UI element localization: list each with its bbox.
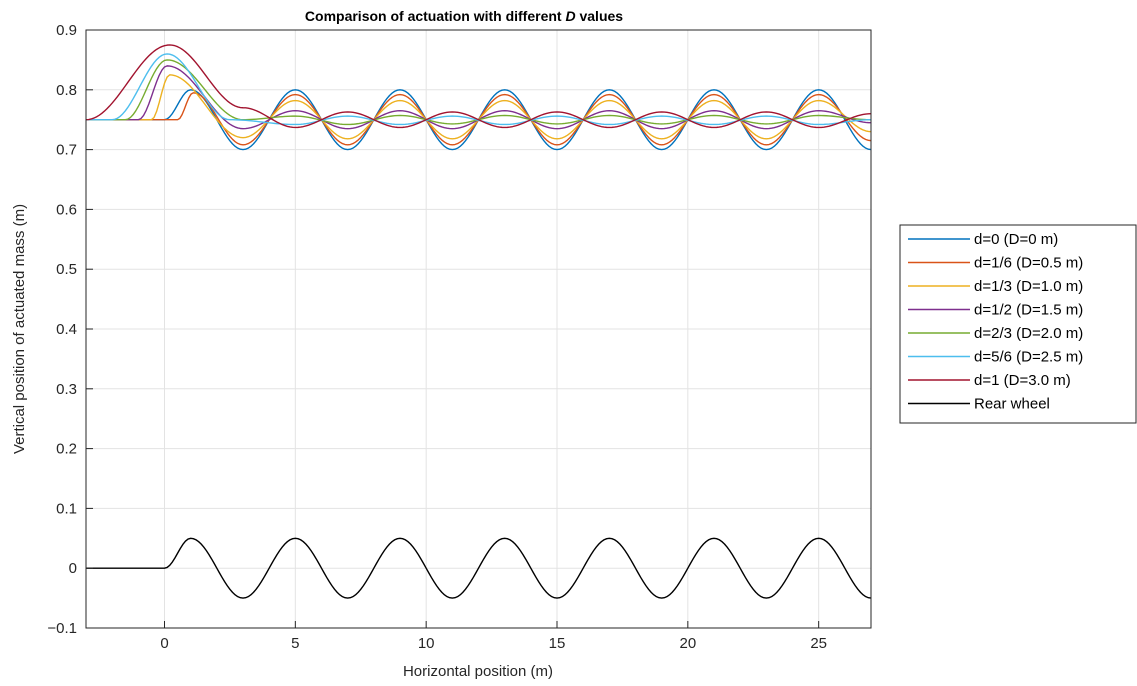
legend-entry-label: d=1/3 (D=1.0 m)	[974, 278, 1083, 295]
ticks: 0 5 10 15 20 25 −0.1 0 0.1 0.2 0.3 0.4 0.5 0.6 0.7 0.8 0…	[47, 22, 827, 652]
y-tick-label: 0.4	[56, 321, 77, 338]
y-axis-label: Vertical position of actuated mass (m)	[11, 204, 28, 454]
y-tick-label: 0.3	[56, 381, 77, 398]
legend-entry-label: d=2/3 (D=2.0 m)	[974, 325, 1083, 342]
legend-entry-label: d=1/6 (D=0.5 m)	[974, 255, 1083, 272]
y-tick-label: 0.9	[56, 22, 77, 39]
legend-entry-label: Rear wheel	[974, 396, 1050, 413]
y-tick-label: 0.7	[56, 142, 77, 159]
legend-entry-label: d=1/2 (D=1.5 m)	[974, 302, 1083, 319]
legend: d=0 (D=0 m) d=1/6 (D=0.5 m) d=1/3 (D=1.0 m…	[899, 224, 1137, 424]
series-lines	[85, 44, 872, 599]
x-tick-label: 25	[810, 635, 827, 652]
y-tick-label: 0.8	[56, 82, 77, 99]
y-tick-label: 0.6	[56, 201, 77, 218]
series-line-7	[86, 537, 872, 599]
y-tick-label: 0	[69, 560, 77, 577]
y-tick-label: 0.5	[56, 261, 77, 278]
legend-entry-label: d=1 (D=3.0 m)	[974, 372, 1071, 389]
legend-entry-label: d=0 (D=0 m)	[974, 231, 1058, 248]
legend-box	[899, 224, 1137, 424]
x-axis-label: Horizontal position (m)	[403, 663, 553, 680]
chart-title-part-1: Comparison of actuation with different	[305, 8, 566, 24]
y-tick-label: 0.1	[56, 500, 77, 517]
x-tick-label: 15	[549, 635, 566, 652]
y-tick-label: −0.1	[47, 620, 77, 637]
chart-title: Comparison of actuation with different D…	[305, 8, 623, 24]
chart-title-part-2: values	[576, 8, 624, 24]
chart-title-italic-d: D	[565, 8, 575, 24]
x-tick-label: 5	[291, 635, 299, 652]
y-tick-label: 0.2	[56, 441, 77, 458]
x-tick-label: 0	[160, 635, 168, 652]
legend-entry-label: d=5/6 (D=2.5 m)	[974, 349, 1083, 366]
x-tick-label: 20	[679, 635, 696, 652]
x-tick-label: 10	[418, 635, 435, 652]
series-line-6	[85, 44, 872, 129]
